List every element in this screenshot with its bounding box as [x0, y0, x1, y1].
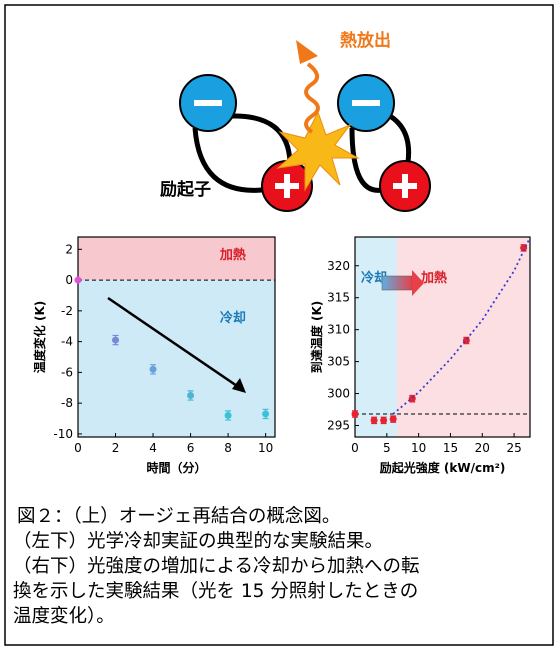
region-label: 冷却	[361, 270, 387, 286]
x-tick-label: 4	[149, 441, 157, 455]
y-tick-label: 305	[327, 355, 350, 369]
y-tick-label: -4	[61, 335, 73, 349]
minus	[352, 100, 380, 106]
point	[187, 391, 195, 399]
x-tick-label: 0	[351, 441, 359, 455]
x-tick-label: 25	[506, 441, 521, 455]
y-tick-label: 295	[327, 418, 350, 432]
x-tick-label: 15	[443, 441, 458, 455]
point	[112, 336, 120, 344]
point	[224, 411, 232, 419]
heat-label: 熱放出	[340, 30, 391, 51]
y-tick-label: 315	[327, 291, 350, 305]
point	[380, 416, 388, 424]
burst	[276, 110, 360, 192]
bond	[192, 113, 293, 193]
x-axis-label: 時間（分）	[146, 460, 206, 475]
x-tick-label: 10	[411, 441, 426, 455]
point	[351, 410, 359, 418]
x-tick-label: 8	[224, 441, 232, 455]
point	[408, 395, 416, 403]
plus	[393, 174, 417, 198]
plot-frame	[77, 236, 276, 438]
x-tick-label: 20	[475, 441, 490, 455]
y-axis-label: 温度変化 (K)	[32, 301, 47, 373]
transition-arrow-head	[412, 270, 424, 296]
y-tick-label: 0	[65, 273, 73, 287]
caption-line: （左下）光学冷却実証の典型的な実験結果。	[13, 531, 383, 552]
region	[78, 237, 275, 281]
point	[74, 276, 82, 284]
caption-line: 換を示した実験結果（光を 15 分照射したときの	[13, 581, 418, 602]
caption-line: 温度変化）。	[13, 606, 115, 627]
y-tick-label: 310	[327, 323, 350, 337]
exciton-label: 励起子	[160, 179, 211, 200]
point	[389, 415, 397, 423]
y-tick-label: -6	[61, 365, 73, 379]
trend-arrow-head	[232, 378, 246, 393]
trend-arrow	[107, 296, 241, 390]
bond	[349, 113, 412, 193]
transition-arrow	[381, 275, 413, 291]
y-tick-label: 2	[65, 242, 73, 256]
plus	[275, 174, 299, 198]
point	[149, 365, 157, 373]
region	[355, 237, 397, 437]
x-tick-label: 10	[258, 441, 273, 455]
arrow-head	[296, 40, 318, 64]
y-axis-label: 到達温度 (K)	[309, 301, 324, 373]
x-tick-label: 6	[187, 441, 195, 455]
region	[78, 280, 275, 437]
point	[262, 410, 270, 418]
caption-line: （右下）光強度の増加による冷却から加熱への転	[13, 556, 419, 577]
exciton-diagram: 熱放出 励起子	[160, 30, 431, 212]
y-tick-label: 300	[327, 387, 350, 401]
caption-line: 図２：（上）オージェ再結合の概念図。	[17, 505, 340, 527]
minus	[194, 100, 222, 106]
y-tick-label: -8	[61, 396, 73, 410]
region-label: 加熱	[219, 247, 246, 263]
plot-frame	[354, 236, 531, 438]
point	[370, 416, 378, 424]
heat-wave	[304, 62, 320, 134]
y-tick-label: 320	[327, 259, 350, 273]
x-tick-label: 2	[112, 441, 120, 455]
y-tick-label: -10	[53, 427, 73, 441]
x-axis-label: 励起光強度 (kW/cm²)	[380, 460, 506, 475]
region-label: 加熱	[420, 270, 447, 286]
y-tick-label: -2	[61, 304, 73, 318]
region-label: 冷却	[220, 310, 246, 326]
x-tick-label: 5	[383, 441, 391, 455]
x-tick-label: 0	[74, 441, 82, 455]
